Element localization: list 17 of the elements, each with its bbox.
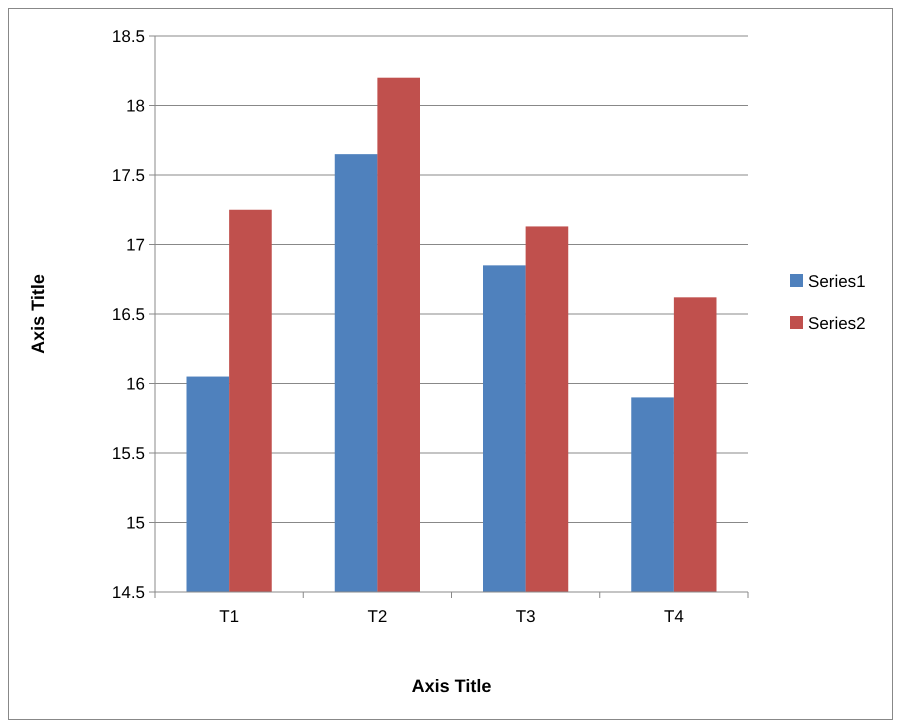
x-tick-label: T1 (219, 607, 240, 626)
y-tick-label: 18.5 (112, 26, 145, 46)
y-axis-title: Axis Title (28, 274, 48, 354)
y-tick-label: 18 (126, 96, 145, 116)
legend-label: Series2 (808, 314, 866, 333)
y-tick-label: 15 (126, 513, 145, 532)
x-tick-label: T3 (516, 607, 536, 626)
x-axis-title: Axis Title (412, 676, 492, 696)
y-tick-label: 16.5 (112, 304, 145, 324)
y-tick-label: 16 (126, 374, 145, 394)
x-tick-label: T4 (664, 607, 684, 626)
legend-label: Series1 (808, 272, 866, 291)
y-tick-label: 15.5 (112, 444, 145, 463)
x-tick-label: T2 (367, 607, 388, 626)
y-tick-label: 17.5 (112, 166, 145, 185)
y-tick-label: 14.5 (112, 582, 145, 602)
y-tick-label: 17 (126, 235, 145, 254)
